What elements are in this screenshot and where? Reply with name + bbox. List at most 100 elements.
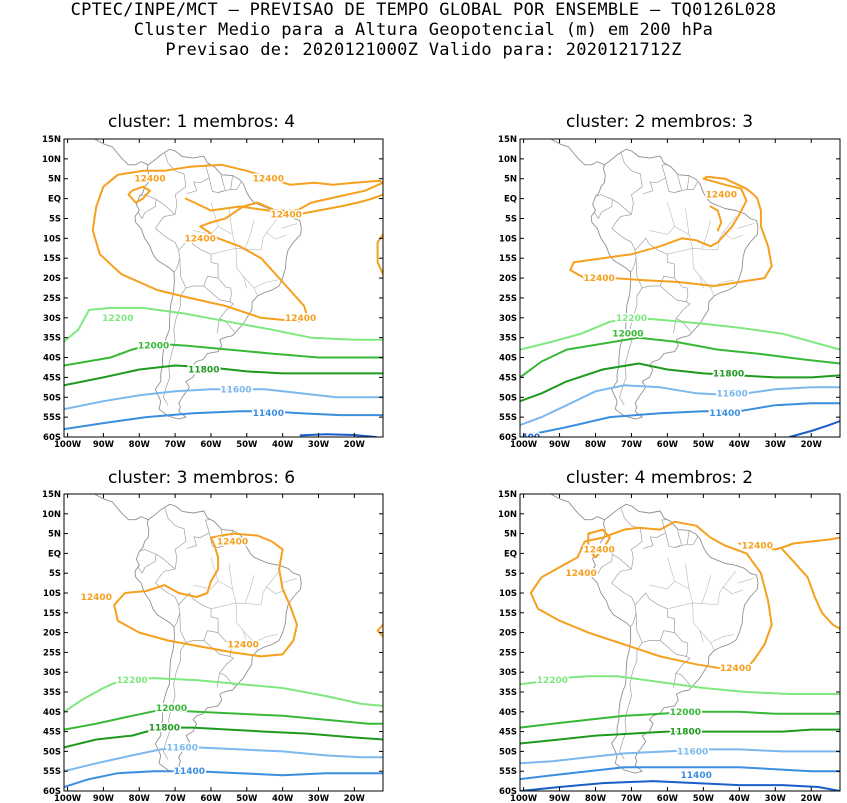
country-border (216, 318, 220, 334)
lat-label: 45S (43, 373, 61, 383)
country-border (677, 529, 683, 546)
contour-12200 (64, 306, 383, 343)
lon-label: 50W (693, 794, 715, 803)
state-border (699, 275, 715, 297)
contour-12400 (91, 163, 383, 323)
lon-label: 60W (657, 794, 679, 803)
country-border (203, 632, 232, 657)
lat-label: 15N (42, 135, 61, 145)
country-border (216, 672, 220, 688)
state-border (649, 226, 675, 235)
lat-label: 15N (498, 135, 517, 145)
lon-label: 80W (585, 794, 607, 803)
lat-label: 10N (498, 510, 517, 520)
lon-label: 60W (657, 440, 679, 450)
caribbean-coastline (126, 494, 127, 495)
country-border (154, 214, 181, 273)
lat-label: 60S (43, 787, 61, 797)
map-layers: 12400 12400 12400 12400 12200 12000 11800 11600… (520, 481, 840, 791)
lat-label: 45S (43, 728, 61, 738)
state-border (717, 586, 744, 605)
lat-label: 10N (42, 155, 61, 165)
country-border (611, 568, 637, 627)
state-border (266, 571, 280, 588)
lat-label: 15N (498, 490, 517, 500)
chart-header: CPTEC/INPE/MCT — PREVISAO DE TEMPO GLOBA… (0, 0, 847, 60)
contour-label: 11800 (670, 728, 701, 738)
lat-label: 10N (498, 155, 517, 165)
lon-label: 60W (200, 440, 222, 450)
country-border (230, 176, 233, 190)
island-outline (642, 481, 648, 482)
contour-12400 (127, 185, 151, 204)
contour-label: 12400 (217, 538, 248, 548)
lat-label: EQ (504, 549, 517, 559)
lat-label: 55S (43, 767, 61, 777)
lat-label: 60S (499, 433, 517, 443)
island-outline (602, 126, 608, 128)
map-panel-1-graphics: 12400 12400 12400 12400 12400 12200 12000 11800… (42, 120, 384, 450)
country-border (620, 151, 643, 215)
state-border (192, 580, 219, 590)
lat-label: EQ (48, 549, 61, 559)
state-border (242, 630, 258, 651)
lon-label: 70W (621, 794, 643, 803)
contour-12400 (376, 623, 383, 638)
lat-label: 55S (43, 413, 61, 423)
contour-12200 (520, 675, 840, 695)
country-border (612, 553, 632, 570)
lat-label: 15S (43, 254, 61, 264)
country-border (673, 672, 677, 688)
island-outline (159, 120, 181, 127)
lat-label: 5N (48, 175, 61, 185)
lon-label: 50W (236, 794, 258, 803)
country-border (634, 237, 675, 279)
contour-label: 12000 (156, 704, 187, 714)
lon-label: 40W (272, 794, 294, 803)
state-border (235, 602, 248, 643)
lon-label: 20W (801, 794, 823, 803)
country-border (155, 553, 176, 570)
central-america-coastline (549, 139, 605, 166)
state-border (692, 248, 704, 289)
contour-label: 12000 (138, 342, 169, 352)
country-border (219, 656, 235, 687)
state-border (667, 557, 690, 590)
island-outline (642, 126, 648, 127)
lat-label: 5N (48, 530, 61, 540)
state-border (667, 247, 718, 255)
south-america-coastline (590, 148, 759, 420)
lon-label: 90W (549, 440, 571, 450)
contour-11400 (64, 410, 383, 431)
lat-label: 30S (499, 668, 517, 678)
country-border (186, 532, 210, 549)
state-border (210, 602, 262, 610)
contour-label: 11400 (253, 409, 284, 419)
lat-label: 5S (505, 569, 517, 579)
contour-11400 (64, 770, 383, 788)
country-border (179, 258, 219, 289)
lat-label: 25S (43, 294, 61, 304)
lat-label: 15S (43, 609, 61, 619)
state-border (685, 208, 693, 249)
contour-label: 11800 (713, 369, 744, 379)
lat-label: 60S (43, 433, 61, 443)
state-border (667, 602, 718, 610)
state-border (722, 571, 736, 588)
country-border (220, 529, 226, 546)
country-border (611, 214, 637, 273)
country-border (205, 518, 212, 533)
state-border (210, 557, 233, 590)
state-border (242, 275, 258, 297)
lon-label: 90W (549, 794, 571, 803)
contour-label: 12400 (228, 641, 259, 651)
contour-11600 (520, 384, 840, 427)
contour-label: 12400 (583, 545, 614, 555)
lat-label: 10S (43, 589, 61, 599)
state-border (235, 248, 248, 289)
panel-title: cluster: 1 membros: 4 (108, 112, 296, 132)
contour-11600 (64, 746, 383, 773)
lat-label: 25S (499, 648, 517, 658)
contour-12400 (113, 532, 298, 658)
